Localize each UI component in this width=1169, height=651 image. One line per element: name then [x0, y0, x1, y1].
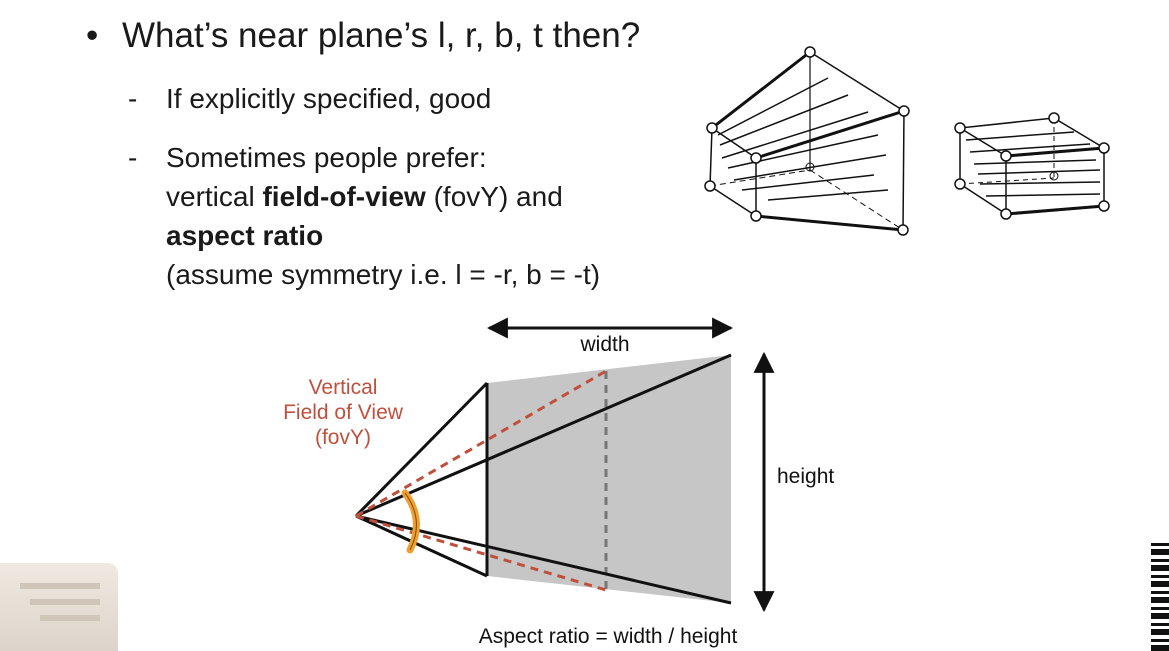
sub-bullet-2-line4: (assume symmetry i.e. l = -r, b = -t): [166, 259, 601, 290]
fov-label-line3: (fovY): [315, 426, 371, 449]
sub-bullet-2-text: Sometimes people prefer: vertical field-…: [166, 138, 600, 294]
height-label: height: [777, 465, 834, 488]
qr-code-icon: [1151, 543, 1169, 651]
thumb-detail: [40, 615, 100, 621]
sub-bullet-2-line2-post: (fovY) and: [425, 181, 563, 212]
width-label: width: [579, 333, 629, 356]
orthographic-box-icon: [954, 112, 1110, 220]
webcam-thumbnail: [0, 563, 118, 651]
image-plane: [487, 355, 731, 603]
dash-marker: -: [128, 83, 138, 114]
perspective-frustum-icon: [704, 46, 910, 236]
aspect-ratio-caption: Aspect ratio = width / height: [479, 625, 738, 648]
bullet-dot: •: [86, 16, 99, 55]
dash-marker: -: [128, 142, 138, 173]
thumb-detail: [30, 599, 100, 605]
main-bullet-text: What’s near plane’s l, r, b, t then?: [122, 16, 641, 55]
sub-bullet-2-line1: Sometimes people prefer:: [166, 142, 487, 173]
sub-bullet-1: - If explicitly specified, good: [128, 79, 491, 118]
fov-label-line1: Vertical: [309, 376, 378, 399]
aspect-ratio-bold-term: aspect ratio: [166, 220, 324, 251]
main-bullet: • What’s near plane’s l, r, b, t then?: [86, 14, 640, 58]
fov-dashed-lines: [355, 369, 607, 592]
sub-bullet-1-text: If explicitly specified, good: [166, 83, 492, 114]
sub-bullet-2: - Sometimes people prefer: vertical fiel…: [128, 138, 600, 294]
fov-bold-term: field-of-view: [262, 181, 426, 212]
thumb-detail: [20, 583, 100, 589]
sub-bullet-2-line2-pre: vertical: [166, 181, 263, 212]
fov-label-line2: Field of View: [283, 401, 404, 424]
